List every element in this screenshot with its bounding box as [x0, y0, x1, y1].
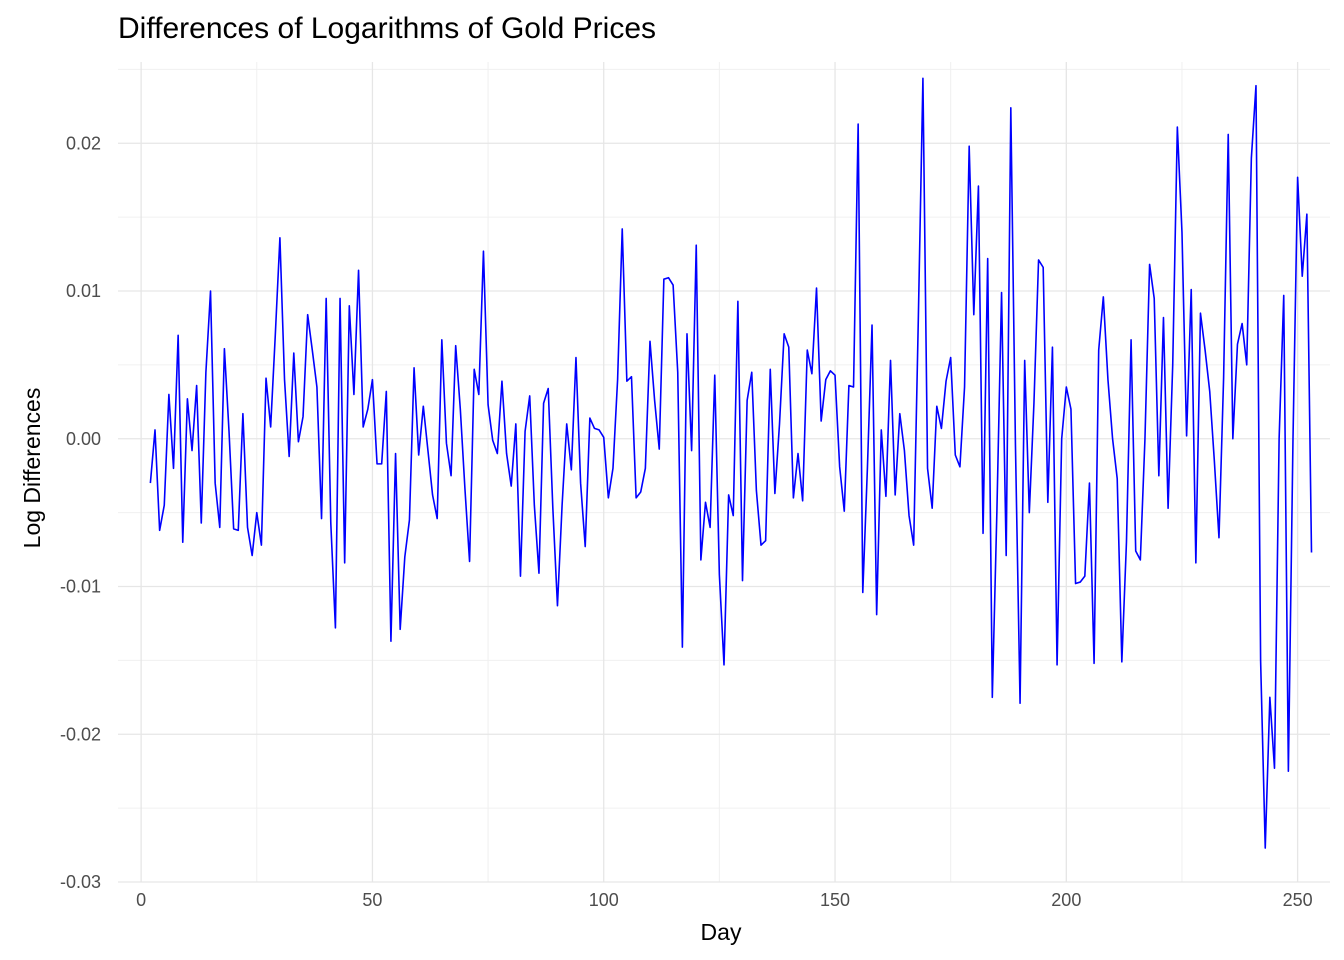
- x-tick-label: 50: [362, 890, 382, 910]
- major-gridlines: [118, 62, 1330, 883]
- x-tick-label: 250: [1283, 890, 1313, 910]
- x-axis-title: Day: [701, 919, 742, 945]
- minor-gridlines: [118, 62, 1330, 882]
- y-tick-label: -0.02: [60, 724, 101, 744]
- series-layer: [149, 77, 1313, 849]
- chart-title: Differences of Logarithms of Gold Prices: [118, 12, 657, 45]
- x-tick-label: 200: [1051, 890, 1081, 910]
- y-tick-label: -0.03: [60, 872, 101, 892]
- y-tick-label: 0.01: [66, 281, 101, 301]
- y-tick-label: 0.02: [66, 133, 101, 153]
- y-axis-title: Log Differences: [19, 388, 45, 549]
- x-tick-label: 100: [589, 890, 619, 910]
- y-tick-label: 0.00: [66, 429, 101, 449]
- y-tick-label: -0.01: [60, 577, 101, 597]
- series-line: [149, 77, 1313, 849]
- x-tick-label: 150: [820, 890, 850, 910]
- x-axis-ticks: 0 50 100 150 200 250: [136, 890, 1313, 910]
- y-axis-ticks: -0.03 -0.02 -0.01 0.00 0.01 0.02: [60, 133, 101, 892]
- x-tick-label: 0: [136, 890, 146, 910]
